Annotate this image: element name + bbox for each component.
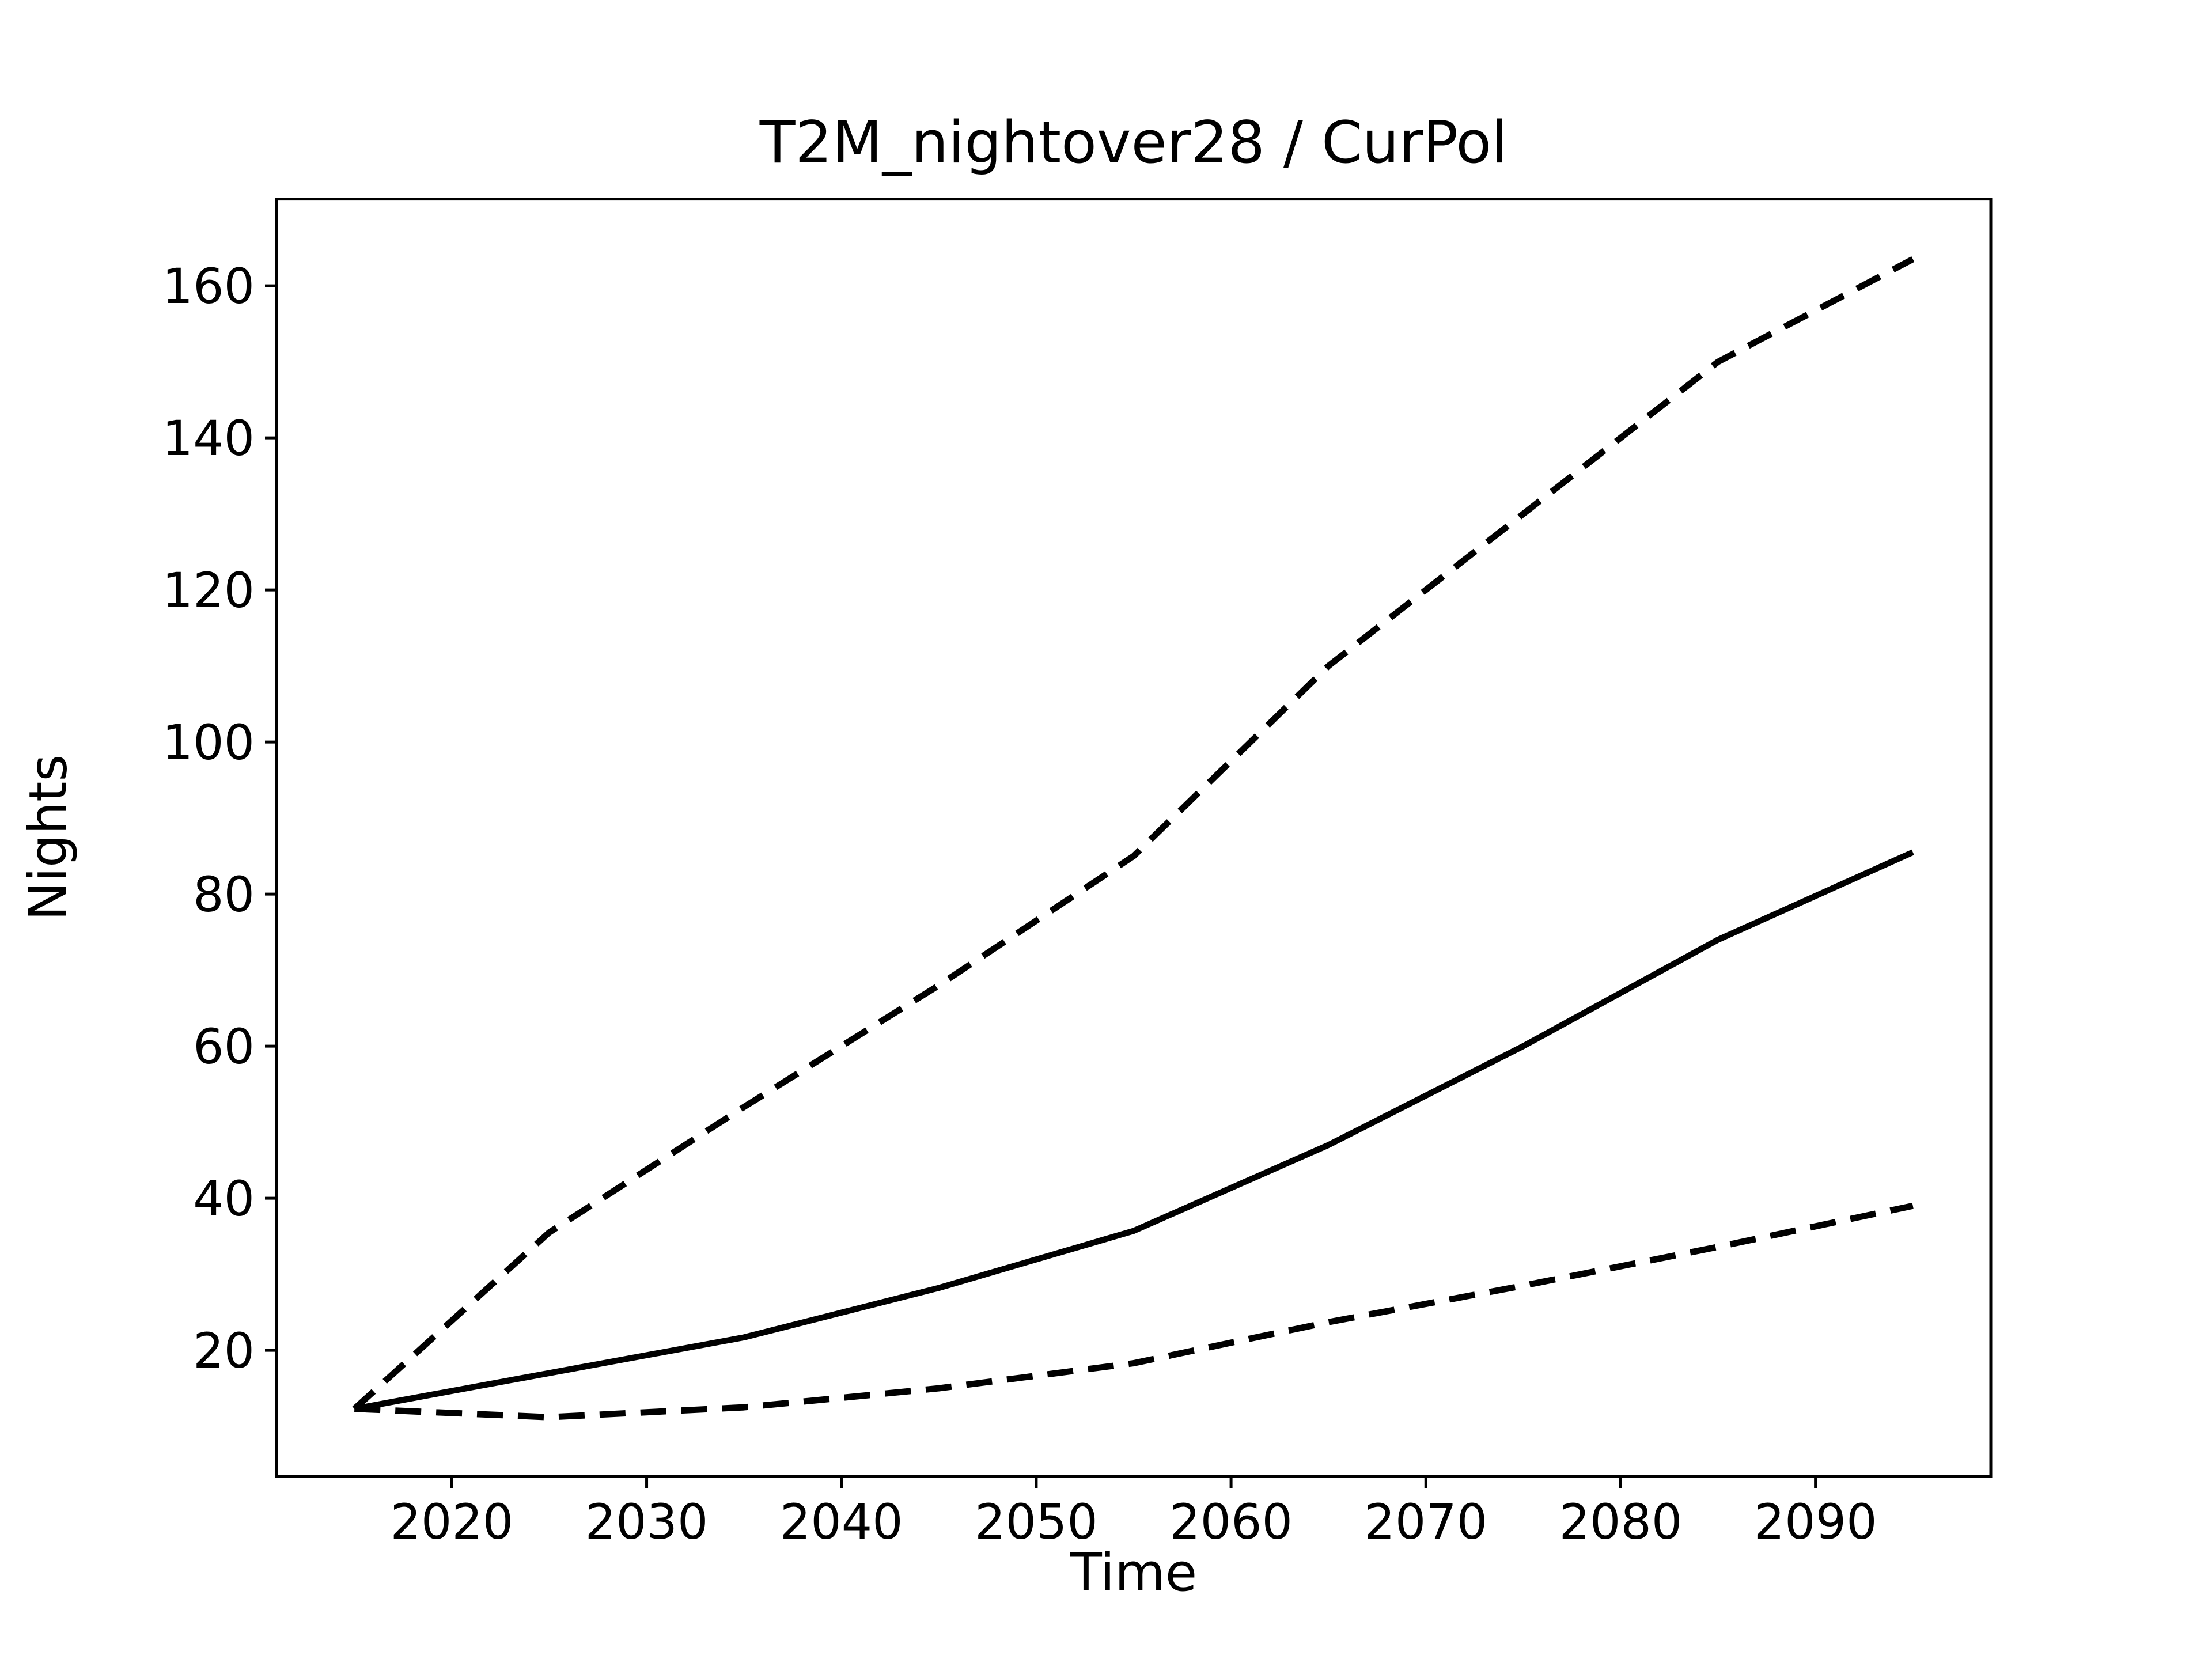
x-tick-label: 2050 [975, 1494, 1098, 1550]
y-tick-label: 80 [193, 866, 255, 923]
lower-dashed-line [354, 1202, 1914, 1421]
y-tick-label: 120 [162, 562, 255, 619]
y-tick-label: 140 [162, 410, 255, 467]
y-tick-label: 100 [162, 714, 255, 771]
x-tick-label: 2070 [1364, 1494, 1487, 1550]
x-tick-label: 2040 [780, 1494, 903, 1550]
median-solid-line [354, 849, 1914, 1412]
chart-title: T2M_nightover28 / CurPol [759, 108, 1508, 176]
y-tick-label: 60 [193, 1018, 255, 1075]
x-tick-label: 2080 [1559, 1494, 1683, 1550]
x-tick-label: 2090 [1754, 1494, 1877, 1550]
data-series [352, 256, 1915, 1421]
y-tick-label: 40 [193, 1171, 255, 1227]
x-axis-ticks: 2020 2030 2040 2050 2060 2070 2080 2090 [390, 1476, 1877, 1550]
y-tick-label: 20 [193, 1323, 255, 1379]
x-tick-label: 2060 [1169, 1494, 1293, 1550]
x-axis-title: Time [1070, 1543, 1198, 1603]
y-tick-label: 160 [162, 258, 255, 315]
x-tick-label: 2020 [390, 1494, 513, 1550]
y-axis-title: Nights [18, 754, 79, 921]
plot-spines [275, 198, 1993, 1478]
x-tick-label: 2030 [585, 1494, 709, 1550]
axes-frame [275, 198, 1993, 1478]
upper-dashed-line [352, 256, 1915, 1411]
y-axis-ticks: 20 40 60 80 100 120 140 160 [162, 258, 276, 1379]
